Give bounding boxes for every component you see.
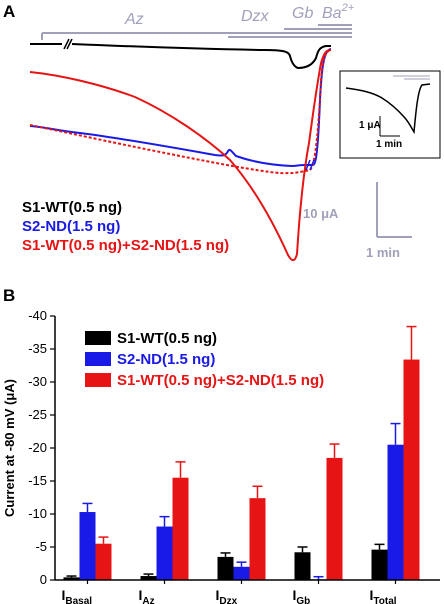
panel-a-scale: 10 μA 1 min [303,182,412,260]
x-category-sub: Basal [65,596,92,604]
bar [233,566,250,580]
x-category-sub: Az [142,596,154,604]
break2-mark-2 [309,159,315,171]
drug-label-ba-sup: 2+ [341,2,355,14]
x-category-sub: Gb [296,596,310,604]
x-category-label: IBasal [62,587,93,604]
x-categories: IBasal IAz IDzx IGb ITotal [62,580,397,604]
inset-scale-time: 1 min [376,139,402,150]
y-axis-label: Current at -80 mV (μA) [2,379,17,517]
bar [95,543,112,580]
bar [387,444,404,580]
bar [217,556,234,580]
drug-label-ba-main: Ba [322,5,342,22]
panel-b-legend: S1-WT(0.5 ng) S2-ND(1.5 ng) S1-WT(0.5 ng)+… [85,330,324,389]
legend-a-combined: S1-WT(0.5 ng)+S2-ND(1.5 ng) [22,237,229,254]
break-mark-1 [63,38,70,50]
bar [156,526,173,580]
x-category-label: IDzx [216,587,238,604]
legend-label: S1-WT(0.5 ng) [117,330,217,347]
trace-break [63,38,73,50]
x-category-label: IGb [293,587,311,604]
y-tick-label: -5 [35,539,47,554]
drug-label-ba: Ba2+ [322,2,355,22]
x-category-main: I [293,587,297,603]
legend-swatch [85,373,111,387]
break-mark-2 [66,38,73,50]
panel-b-letter: B [3,286,15,305]
y-ticks: 0 -5 -10 -15 -20 -25 -30 -35 -40 [28,308,55,587]
bar [294,552,311,580]
bar [403,359,420,580]
bars [63,325,420,580]
trace-s1-wt [30,43,331,70]
y-tick-label: -35 [28,341,47,356]
bar [63,577,80,580]
y-tick-label: -10 [28,506,47,521]
x-category-sub: Dzx [219,596,237,604]
x-category-main: I [216,587,220,603]
bar [79,512,96,580]
legend-swatch [85,331,111,345]
x-category-sub: Total [373,596,396,604]
bar [249,498,266,580]
trace-s2-nd [29,48,332,168]
bar [172,477,189,580]
inset-scale-current: 1 μA [359,120,381,131]
current-traces [29,38,332,262]
x-category-label: ITotal [370,587,397,604]
inset: 1 μA 1 min [339,70,441,159]
legend-label: S2-ND(1.5 ng) [117,351,215,368]
inset-trace [345,83,431,135]
x-category-label: IAz [139,587,155,604]
bar [326,457,343,580]
scale-time-label: 1 min [366,245,400,260]
trace-combined-red [29,49,332,262]
y-tick-label: -25 [28,407,47,422]
break2-mark-1 [305,159,311,171]
bar [371,549,388,580]
drug-label-az: Az [124,11,144,28]
legend-swatch [85,352,111,366]
legend-a-s1: S1-WT(0.5 ng) [22,199,122,216]
drug-label-dzx: Dzx [241,8,270,25]
y-tick-label: -15 [28,473,47,488]
trace-combined-dotted [29,49,332,175]
panel-a-legend: S1-WT(0.5 ng) S2-ND(1.5 ng) S1-WT(0.5 ng… [22,199,229,254]
trace-break-2 [305,159,315,171]
y-tick-label: -20 [28,440,47,455]
drug-label-gb: Gb [292,5,313,22]
panel-a-letter: A [3,2,15,21]
scale-current-label: 10 μA [303,206,339,221]
x-category-main: I [370,587,374,603]
drug-bars: Az Dzx Gb Ba2+ [41,2,355,40]
x-category-main: I [62,587,66,603]
legend-label: S1-WT(0.5 ng)+S2-ND(1.5 ng) [117,372,324,389]
bar [140,576,157,580]
bar-chart: Current at -80 mV (μA) 0 -5 -10 -15 -20 -25 -3… [2,308,440,604]
legend-a-s2: S2-ND(1.5 ng) [22,218,120,235]
y-tick-label: -40 [28,308,47,323]
x-category-main: I [139,587,143,603]
y-tick-label: 0 [40,572,47,587]
y-tick-label: -30 [28,374,47,389]
